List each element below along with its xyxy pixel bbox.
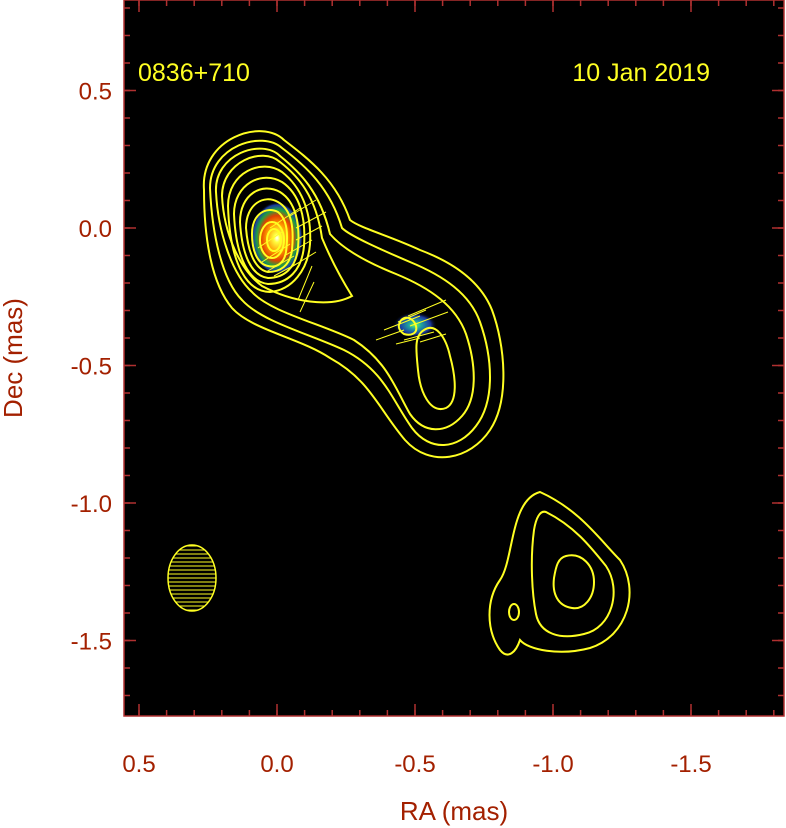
core-contours	[202, 130, 505, 459]
x-axis-label: RA (mas)	[400, 796, 508, 826]
axis-tick-labels: 0.5 0.0 -0.5 -1.0 -1.5 0.5 0.0 -0.5 -1.0 -1.5	[71, 79, 712, 779]
axis-ticks	[124, 0, 784, 716]
plot-frame	[123, 0, 785, 717]
x-tick-label: -1.0	[532, 751, 573, 778]
y-axis-label: Dec (mas)	[0, 298, 28, 418]
y-tick-label: -0.5	[71, 354, 112, 381]
x-tick-label: 0.0	[260, 751, 293, 778]
date-label: 10 Jan 2019	[572, 59, 710, 87]
southern-contours	[488, 490, 631, 656]
x-tick-label: -1.5	[670, 751, 711, 778]
source-name-label: 0836+710	[138, 59, 250, 87]
map-layer	[167, 130, 631, 656]
plot-background	[124, 0, 784, 716]
x-tick-label: 0.5	[122, 751, 155, 778]
y-tick-label: 0.0	[79, 216, 112, 243]
y-tick-label: -1.5	[71, 629, 112, 656]
y-tick-label: 0.5	[79, 79, 112, 106]
x-tick-label: -0.5	[394, 751, 435, 778]
knot-contours	[397, 316, 456, 410]
y-tick-label: -1.0	[71, 491, 112, 518]
